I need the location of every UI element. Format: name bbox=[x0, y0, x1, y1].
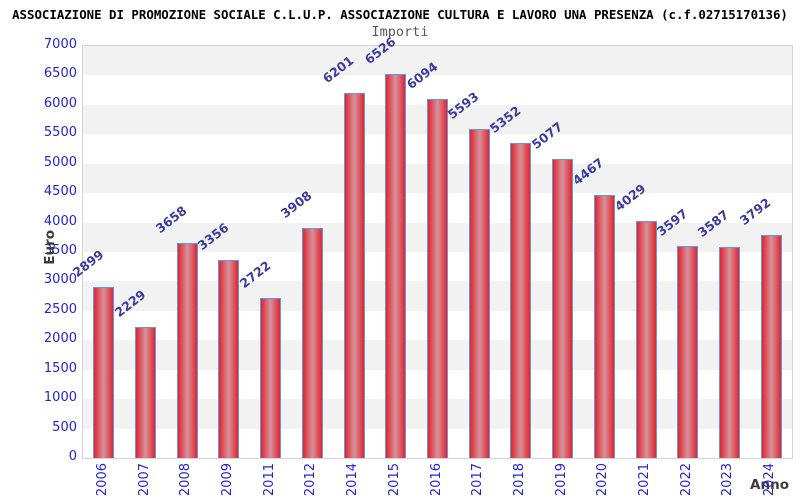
x-tick-label: 2018 bbox=[511, 463, 527, 497]
x-tick-label: 2022 bbox=[678, 463, 694, 497]
y-axis-ticks: 0 500 1000 1500 2000 2500 3000 3500 4000 4500 5000… bbox=[0, 0, 77, 500]
y-tick-label: 1500 bbox=[43, 360, 77, 376]
y-tick-label: 6500 bbox=[43, 66, 77, 82]
x-tick-label: 2009 bbox=[219, 463, 235, 497]
x-tick-label: 2015 bbox=[386, 463, 402, 497]
y-tick-label: 4500 bbox=[43, 184, 77, 200]
y-tick-label: 5000 bbox=[43, 154, 77, 170]
bar-2020[interactable] bbox=[593, 195, 615, 458]
bar-2022[interactable] bbox=[677, 246, 699, 458]
x-tick-label: 2020 bbox=[595, 463, 611, 497]
x-tick-label: 2023 bbox=[720, 463, 736, 497]
y-axis-title: Euro bbox=[42, 230, 58, 265]
grid-band bbox=[83, 46, 792, 76]
y-tick-label: 3000 bbox=[43, 272, 77, 288]
y-tick-label: 500 bbox=[52, 419, 77, 435]
bar-2009[interactable] bbox=[218, 260, 240, 458]
x-axis-title: Anno bbox=[750, 477, 789, 493]
x-tick-label: 2007 bbox=[136, 463, 152, 497]
x-tick-label: 2014 bbox=[345, 463, 361, 497]
bar-2021[interactable] bbox=[635, 220, 657, 458]
bar-2015[interactable] bbox=[385, 73, 407, 458]
bar-2006[interactable] bbox=[93, 287, 115, 458]
bar-2012[interactable] bbox=[301, 228, 323, 458]
bar-2019[interactable] bbox=[552, 159, 574, 458]
y-tick-label: 5500 bbox=[43, 125, 77, 141]
x-tick-label: 2011 bbox=[261, 463, 277, 497]
x-tick-label: 2021 bbox=[637, 463, 653, 497]
bar-2007[interactable] bbox=[135, 326, 157, 458]
y-tick-label: 7000 bbox=[43, 37, 77, 52]
bar-2014[interactable] bbox=[343, 93, 365, 458]
bar-2023[interactable] bbox=[718, 246, 740, 458]
y-tick-label: 4000 bbox=[43, 213, 77, 229]
x-tick-label: 2006 bbox=[94, 463, 110, 497]
y-tick-label: 3500 bbox=[43, 243, 77, 258]
bar-2024[interactable] bbox=[760, 234, 782, 458]
x-tick-label: 2019 bbox=[553, 463, 569, 497]
chart-subtitle: Importi bbox=[371, 24, 429, 40]
x-tick-label: 2008 bbox=[178, 463, 194, 497]
y-tick-label: 1000 bbox=[43, 390, 77, 406]
bar-2011[interactable] bbox=[260, 297, 282, 458]
bar-2017[interactable] bbox=[468, 128, 490, 458]
plot-area: 2899 2229 3658 3356 2722 3908 6201 6526 6094 5593… bbox=[70, 34, 793, 459]
y-tick-label: 2000 bbox=[43, 331, 77, 347]
x-tick-label: 2017 bbox=[470, 463, 486, 497]
bar-2008[interactable] bbox=[176, 242, 198, 458]
x-tick-label: 2012 bbox=[303, 463, 319, 497]
bar-2016[interactable] bbox=[427, 99, 448, 458]
y-tick-label: 2500 bbox=[43, 301, 77, 317]
chart-title: ASSOCIAZIONE DI PROMOZIONE SOCIALE C.L.U… bbox=[12, 7, 788, 22]
x-tick-label: 2016 bbox=[428, 463, 444, 497]
bar-2018[interactable] bbox=[510, 143, 532, 458]
x-tick-label: 2024 bbox=[762, 463, 778, 497]
y-tick-label: 0 bbox=[68, 449, 77, 464]
y-tick-label: 6000 bbox=[43, 95, 77, 111]
